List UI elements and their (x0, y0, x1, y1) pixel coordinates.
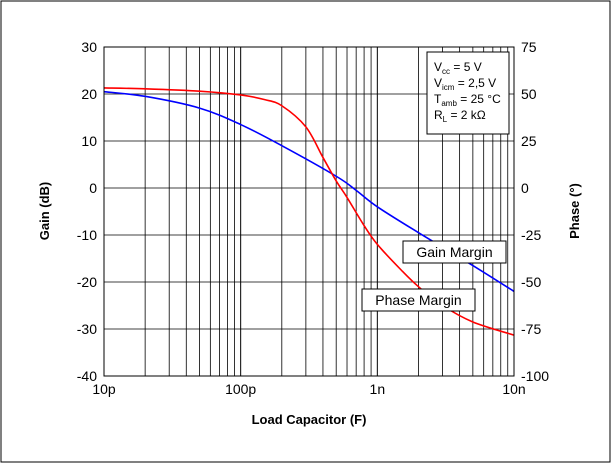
conditions-legend-box (426, 51, 510, 135)
condition-line: Tamb = 25 °C (434, 92, 501, 108)
y-right-tick-label: 75 (521, 39, 537, 55)
y-right-tick-label: -50 (521, 274, 541, 290)
y-axis-title-right: Phase (°) (567, 183, 582, 239)
x-tick-label: 100p (225, 381, 256, 397)
y-left-tick-label: -20 (77, 274, 97, 290)
x-tick-label: 10p (92, 381, 116, 397)
y-left-tick-label: 10 (81, 133, 97, 149)
y-axis-title-left: Gain (dB) (37, 182, 52, 241)
x-axis-title: Load Capacitor (F) (252, 412, 367, 427)
y-right-tick-label: 25 (521, 133, 537, 149)
y-left-tick-label: -40 (77, 368, 97, 384)
condition-line: Vcc = 5 V (434, 60, 482, 76)
y-left-tick-label: 20 (81, 86, 97, 102)
y-left-tick-label: -10 (77, 227, 97, 243)
gain-margin-annotation-box (402, 240, 507, 264)
y-right-tick-label: -75 (521, 321, 541, 337)
x-tick-label: 1n (370, 381, 386, 397)
y-left-tick-label: 0 (89, 180, 97, 196)
plot-frame (103, 46, 515, 377)
y-right-tick-label: 0 (521, 180, 529, 196)
phase-margin-annotation-box (361, 288, 476, 312)
x-tick-label: 10n (502, 381, 525, 397)
y-right-tick-label: -100 (521, 368, 549, 384)
phase-margin-annotation-text: Phase Margin (375, 292, 461, 308)
condition-line: Vicm = 2,5 V (434, 76, 496, 92)
y-left-tick-label: -30 (77, 321, 97, 337)
phase-margin-annotation: Phase Margin (361, 288, 476, 312)
tick-layer: 3020100-10-20-30-407550250-25-50-75-1001… (77, 39, 549, 397)
gain-margin-annotation: Gain Margin (402, 240, 507, 264)
y-right-tick-label: 50 (521, 86, 537, 102)
y-right-tick-label: -25 (521, 227, 541, 243)
condition-line: RL = 2 kΩ (434, 108, 486, 124)
gain-margin-annotation-text: Gain Margin (416, 244, 492, 260)
y-left-tick-label: 30 (81, 39, 97, 55)
